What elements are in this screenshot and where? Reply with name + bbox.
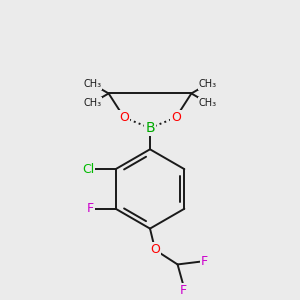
Text: Cl: Cl (82, 163, 94, 176)
Text: O: O (119, 111, 129, 124)
Text: CH₃: CH₃ (83, 98, 101, 108)
Text: F: F (87, 202, 94, 215)
Text: CH₃: CH₃ (199, 98, 217, 108)
Text: F: F (201, 255, 208, 268)
Text: B: B (145, 121, 155, 135)
Text: O: O (150, 244, 160, 256)
Text: CH₃: CH₃ (199, 79, 217, 89)
Text: F: F (180, 284, 187, 297)
Text: O: O (171, 111, 181, 124)
Text: CH₃: CH₃ (83, 79, 101, 89)
